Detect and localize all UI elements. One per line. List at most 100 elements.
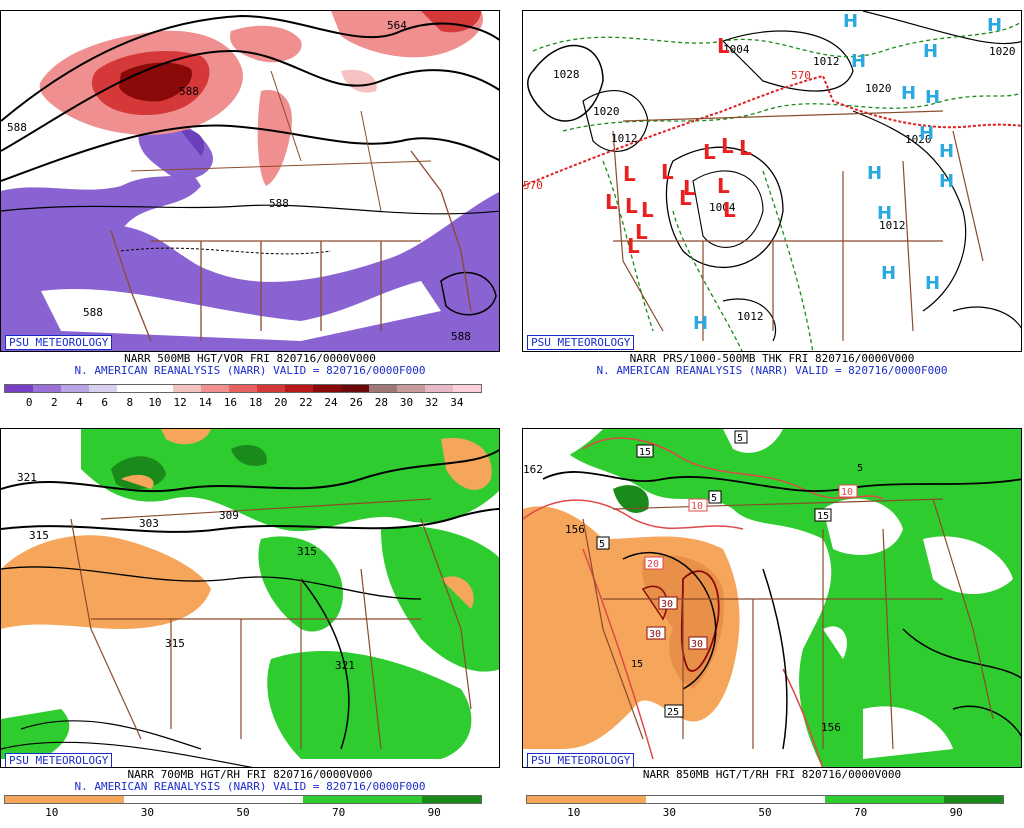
psu-meteorology-badge: PSU METEOROLOGY: [5, 753, 113, 767]
low-pressure-marker: L: [623, 162, 636, 186]
colorbar-swatch: [201, 385, 229, 392]
high-pressure-marker: H: [867, 163, 882, 184]
contour-label: 588: [83, 306, 103, 319]
contour-label: 162: [523, 463, 543, 476]
contour-label: 1020: [865, 82, 892, 95]
psu-meteorology-badge: PSU METEOROLOGY: [5, 335, 113, 350]
colorbar-labels: 0 2 4 6 8 10 12 14 16 18 20 22 24 26 28 30 32 34: [4, 396, 482, 409]
contour-label: 315: [29, 529, 49, 542]
colorbar: [4, 795, 482, 804]
colorbar-swatch: [229, 385, 257, 392]
panel-title: NARR PRS/1000-500MB THK FRI 820716/0000V…: [629, 352, 915, 365]
colorbar-swatch: [943, 796, 1003, 803]
colorbar-swatch: [183, 796, 243, 803]
colorbar-swatch: [425, 385, 453, 392]
low-pressure-marker: L: [627, 234, 640, 258]
contour-label: 1012: [611, 132, 638, 145]
contour-label: 15: [639, 447, 651, 458]
contour-label: 315: [297, 545, 317, 558]
high-pressure-marker: H: [881, 263, 896, 284]
low-pressure-marker: L: [641, 198, 654, 222]
colorbar-swatch: [243, 796, 303, 803]
colorbar-swatch: [397, 385, 425, 392]
colorbar-swatch: [117, 385, 145, 392]
colorbar: [4, 384, 482, 393]
colorbar-swatch: [884, 796, 944, 803]
panel-850mb-temp-rh: 162 156 5 15 10 20 30 30 30 5 15: [522, 428, 1022, 828]
low-pressure-marker: L: [625, 194, 638, 218]
colorbar-swatch: [257, 385, 285, 392]
colorbar-tick-label: 8: [126, 396, 134, 409]
colorbar-tick-label: 90: [949, 806, 963, 819]
high-pressure-marker: H: [939, 141, 954, 162]
colorbar-swatch: [285, 385, 313, 392]
panel-subtitle: N. AMERICAN REANALYSIS (NARR) VALID = 82…: [74, 780, 426, 793]
colorbar-tick-label: 20: [274, 396, 288, 409]
high-pressure-marker: H: [843, 11, 858, 32]
panel-title: NARR 700MB HGT/RH FRI 820716/0000V000: [127, 768, 373, 781]
low-pressure-marker: L: [717, 174, 730, 198]
colorbar-swatch: [64, 796, 124, 803]
high-pressure-marker: H: [925, 273, 940, 294]
psu-meteorology-badge: PSU METEOROLOGY: [527, 753, 635, 767]
contour-label: 588: [7, 121, 27, 134]
colorbar-swatch: [646, 796, 706, 803]
colorbar-swatch: [124, 796, 184, 803]
panel-title: NARR 850MB HGT/T/RH FRI 820716/0000V000: [642, 768, 902, 781]
contour-label: 30: [691, 639, 703, 650]
low-pressure-marker: L: [661, 160, 674, 184]
low-pressure-marker: L: [703, 140, 716, 164]
colorbar-tick-label: 34: [450, 396, 464, 409]
panel-500mb-vorticity: 588 588 588 588 588 564 PSU METEOROLOGY …: [0, 10, 500, 410]
colorbar-tick-label: 26: [349, 396, 363, 409]
high-pressure-marker: H: [901, 83, 916, 104]
contour-label: 1012: [813, 55, 840, 68]
colorbar-tick-label: 50: [236, 806, 250, 819]
contour-label: 321: [335, 659, 355, 672]
high-pressure-marker: H: [923, 41, 938, 62]
contour-label: 570: [791, 69, 811, 82]
high-pressure-marker: H: [693, 313, 708, 334]
colorbar-swatch: [341, 385, 369, 392]
colorbar-swatch: [369, 385, 397, 392]
vorticity-map: 588 588 588 588 588 564: [1, 11, 499, 351]
map-frame: 1028 1020 1012 1004 1012 1020 1020 1020 …: [522, 10, 1022, 352]
high-pressure-marker: H: [851, 51, 866, 72]
colorbar-tick-label: 6: [101, 396, 108, 409]
low-pressure-marker: L: [635, 220, 648, 244]
colorbar-swatch: [313, 385, 341, 392]
colorbar-swatch: [453, 385, 481, 392]
colorbar-tick-label: 30: [399, 396, 414, 409]
contour-label: 1020: [989, 45, 1016, 58]
contour-label: 30: [649, 629, 661, 640]
contour-label: 5: [737, 433, 743, 444]
colorbar-tick-label: 10: [45, 806, 59, 819]
panel-subtitle: N. AMERICAN REANALYSIS (NARR) VALID = 82…: [74, 364, 426, 377]
contour-label: 5: [599, 539, 605, 550]
t850-map: 162 156 5 15 10 20 30 30 30 5 15: [523, 429, 1021, 767]
contour-label: 1004: [709, 201, 736, 214]
low-pressure-marker: L: [739, 136, 752, 160]
contour-label: 5: [857, 463, 863, 474]
colorbar-tick-label: 70: [853, 806, 868, 819]
contour-label: 588: [451, 330, 471, 343]
high-pressure-marker: H: [939, 171, 954, 192]
colorbar-swatch: [586, 796, 646, 803]
colorbar-tick-label: 10: [148, 396, 162, 409]
colorbar-tick-label: 14: [198, 396, 212, 409]
colorbar-swatch: [527, 796, 587, 803]
panel-subtitle: N. AMERICAN REANALYSIS (NARR) VALID = 82…: [596, 364, 948, 377]
contour-label: 303: [139, 517, 159, 530]
psu-meteorology-badge: PSU METEOROLOGY: [527, 335, 635, 350]
low-pressure-marker: L: [717, 34, 730, 58]
colorbar-swatch: [173, 385, 201, 392]
colorbar-labels: 10 30 50 70 90: [526, 806, 1004, 819]
colorbar-swatch: [362, 796, 422, 803]
contour-label: 1028: [553, 68, 580, 81]
colorbar-swatch: [421, 796, 481, 803]
contour-label: 1020: [905, 133, 932, 146]
colorbar-tick-label: 18: [248, 396, 263, 409]
high-pressure-marker: H: [919, 123, 934, 144]
contour-label: 156: [821, 721, 841, 734]
contour-label: 1012: [737, 310, 764, 323]
